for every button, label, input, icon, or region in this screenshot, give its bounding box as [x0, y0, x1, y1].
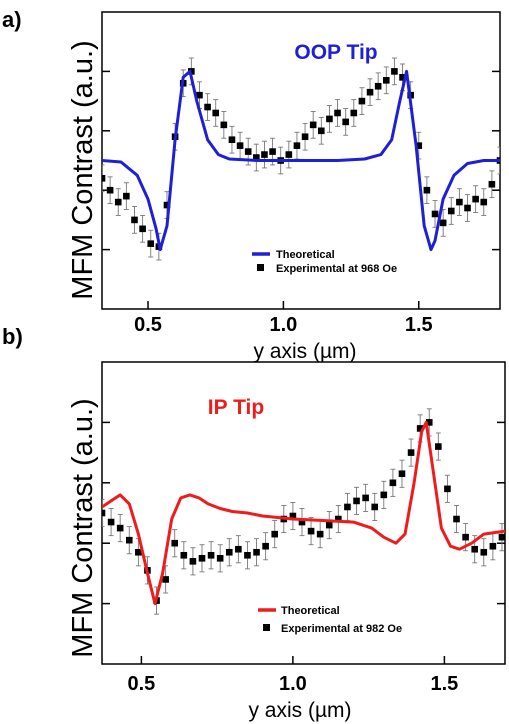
- experimental-point-a: [358, 87, 366, 115]
- experimental-point-a: [480, 188, 488, 216]
- experimental-point-b: [262, 532, 269, 561]
- y-axis-label-b: MFM Contrast (a.u.): [67, 398, 99, 657]
- experimental-point-b: [207, 541, 215, 570]
- legend-a: Theoretical Experimental at 968 Oe: [252, 249, 397, 275]
- experimental-point-a: [464, 194, 471, 222]
- experimental-point-b: [398, 459, 406, 488]
- x-tick-label-a: 1.5: [405, 314, 433, 336]
- experimental-point-a: [318, 116, 325, 145]
- experimental-point-a: [236, 131, 244, 160]
- experimental-point-a: [212, 99, 220, 127]
- experimental-point-b: [435, 432, 442, 461]
- experimental-point-b: [444, 474, 451, 503]
- experimental-point-a: [102, 164, 106, 193]
- experimental-point-b: [125, 526, 133, 555]
- plot-frame-b: [101, 361, 506, 665]
- experimental-point-a: [301, 122, 309, 151]
- x-tick-label-a: 1.0: [269, 314, 297, 336]
- experimental-point-a: [147, 229, 155, 258]
- experimental-point-b: [235, 535, 242, 564]
- experimental-point-a: [123, 182, 130, 210]
- x-tick-label-a: 0.5: [134, 314, 162, 336]
- experimental-point-b: [253, 538, 260, 567]
- experimental-point-a: [131, 206, 138, 234]
- y-axis-label-a: MFM Contrast (a.u.): [67, 40, 99, 299]
- experimental-point-b: [307, 517, 315, 546]
- experimental-point-a: [423, 176, 431, 205]
- experimental-point-b: [380, 480, 388, 509]
- panel-label-b: b): [2, 324, 23, 349]
- legend-label-experimental-a: Experimental at 968 Oe: [276, 263, 397, 275]
- experimental-point-a: [488, 170, 496, 199]
- experimental-point-b: [107, 508, 115, 537]
- x-tick-label-b: 1.5: [430, 673, 458, 695]
- experimental-point-a: [472, 185, 479, 213]
- panel-label-a: a): [2, 7, 22, 32]
- experimental-point-b: [480, 538, 488, 567]
- experimental-point-b: [189, 547, 197, 576]
- experimental-point-a: [382, 66, 390, 95]
- legend-swatch-experimental-b: [263, 624, 270, 631]
- annotation-oop-tip: OOP Tip: [294, 41, 377, 64]
- experimental-point-a: [204, 93, 211, 121]
- experimental-point-b: [344, 492, 351, 521]
- experimental-point-a: [228, 125, 236, 154]
- experimental-point-b: [171, 529, 179, 558]
- panel-b: b) 0.5 1.0 1.5 MFM Contrast (a.u.) y axis …: [2, 324, 506, 722]
- experimental-point-b: [198, 544, 206, 573]
- experimental-point-b: [371, 492, 379, 521]
- experimental-point-b: [325, 511, 333, 540]
- experimental-point-a: [366, 78, 374, 107]
- experimental-point-b: [389, 468, 397, 497]
- experimental-point-b: [116, 514, 124, 543]
- experimental-point-a: [374, 72, 382, 101]
- experimental-point-a: [114, 188, 122, 216]
- x-tick-label-b: 1.0: [279, 673, 307, 695]
- legend-label-experimental-b: Experimental at 982 Oe: [281, 623, 402, 635]
- experimental-point-b: [498, 523, 505, 552]
- experimental-point-b: [102, 498, 106, 528]
- experimental-point-a: [456, 188, 463, 216]
- experimental-point-a: [261, 140, 268, 169]
- panel-a: a) 0.5 1.0 1.5 MFM Contrast (a.u.) y axis …: [2, 7, 501, 363]
- x-tick-label-b: 0.5: [127, 673, 155, 695]
- experimental-point-b: [362, 483, 369, 512]
- legend-label-theoretical-a: Theoretical: [276, 249, 335, 261]
- experimental-point-a: [293, 131, 301, 160]
- experimental-point-a: [139, 214, 146, 243]
- experimental-point-a: [253, 143, 260, 172]
- experimental-point-b: [244, 541, 251, 570]
- experimental-point-a: [334, 99, 341, 127]
- experimental-point-b: [335, 505, 342, 534]
- theoretical-line-a: [102, 69, 500, 252]
- theoretical-line-b: [102, 420, 505, 606]
- experimental-point-b: [453, 505, 460, 534]
- experimental-point-b: [353, 486, 360, 515]
- experimental-point-b: [489, 532, 497, 561]
- experimental-point-a: [220, 111, 228, 139]
- experimental-point-a: [350, 99, 358, 127]
- experimental-point-a: [326, 105, 333, 133]
- experimental-point-b: [289, 501, 297, 531]
- experimental-point-b: [407, 438, 415, 467]
- experimental-point-a: [285, 140, 293, 169]
- experimental-point-b: [298, 508, 306, 537]
- experimental-point-b: [216, 544, 224, 573]
- x-axis-label-a: y axis (µm): [253, 340, 356, 363]
- experimental-point-b: [225, 538, 233, 567]
- legend-label-theoretical-b: Theoretical: [281, 605, 340, 617]
- experimental-point-a: [391, 57, 398, 86]
- annotation-ip-tip: IP Tip: [208, 396, 264, 419]
- experimental-point-a: [447, 197, 455, 225]
- x-axis-label-b: y axis (µm): [248, 699, 351, 722]
- experimental-point-a: [309, 111, 317, 139]
- experimental-point-b: [180, 541, 188, 570]
- experimental-point-b: [271, 520, 279, 549]
- legend-b: Theoretical Experimental at 982 Oe: [258, 605, 402, 635]
- experimental-point-a: [342, 108, 349, 136]
- legend-swatch-experimental-a: [257, 264, 264, 271]
- experimental-point-a: [106, 176, 114, 205]
- experimental-point-b: [316, 520, 324, 549]
